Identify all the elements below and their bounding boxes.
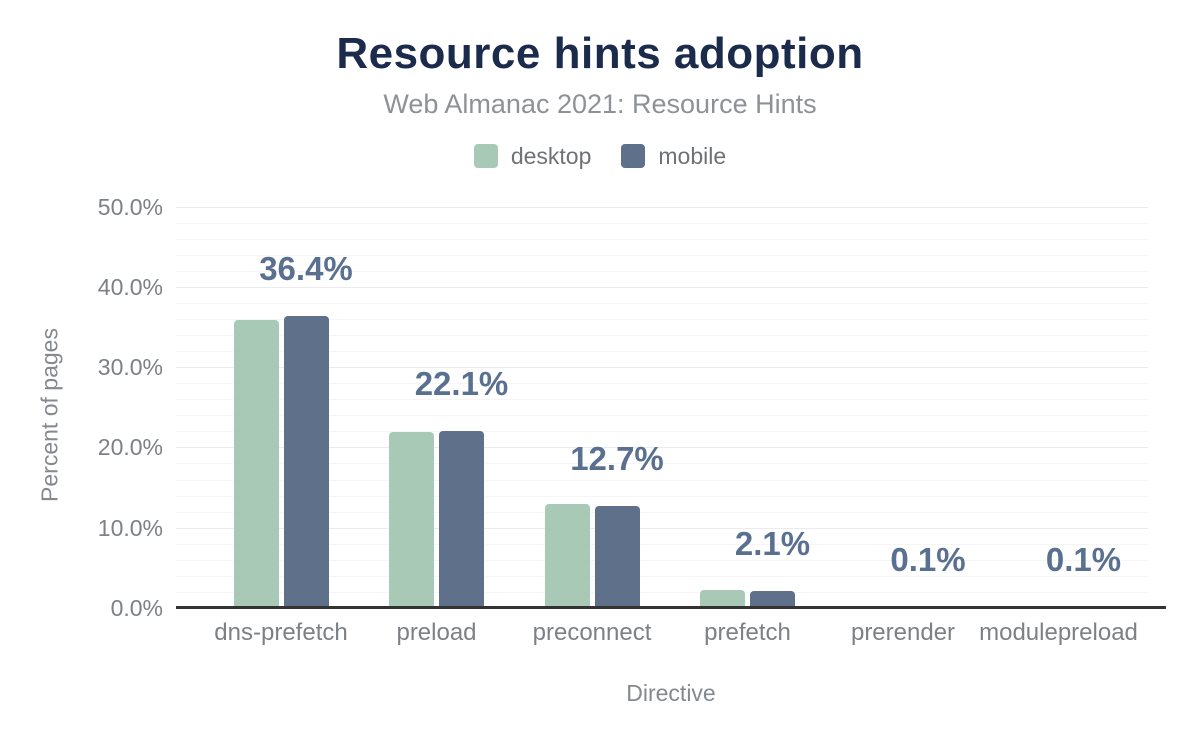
minor-gridline: [176, 591, 1148, 593]
minor-gridline: [176, 431, 1148, 433]
major-gridline: [176, 527, 1148, 529]
x-tick-label-preload: preload: [396, 619, 477, 646]
minor-gridline: [176, 318, 1148, 320]
minor-gridline: [176, 254, 1148, 256]
plot-area: 36.4% 22.1% 12.7% 2.1% 0.1% 0.1%: [176, 195, 1175, 609]
minor-gridline: [176, 383, 1148, 385]
bar-desktop-prefetch: [700, 589, 745, 608]
x-tick-label-modulepreload: modulepreload: [979, 619, 1138, 646]
legend-item-desktop: desktop: [473, 143, 592, 169]
y-tick-label: 40.0%: [97, 273, 163, 300]
minor-gridline: [176, 463, 1148, 465]
bar-mobile-preload: [439, 430, 484, 608]
major-gridline: [176, 367, 1148, 369]
major-gridline: [176, 206, 1148, 208]
value-label-prerender: 0.1%: [890, 541, 966, 579]
bar-desktop-preload: [389, 432, 434, 608]
y-tick-label: 30.0%: [97, 354, 163, 381]
legend-swatch-mobile: [621, 144, 646, 168]
legend-label: desktop: [510, 143, 592, 169]
x-axis-line: [176, 606, 1166, 609]
y-tick-label: 20.0%: [97, 434, 163, 461]
minor-gridline: [176, 559, 1148, 561]
major-gridline: [176, 447, 1148, 449]
minor-gridline: [176, 575, 1148, 577]
minor-gridline: [176, 415, 1148, 417]
value-label-prefetch: 2.1%: [734, 525, 811, 563]
minor-gridline: [176, 351, 1148, 353]
bar-desktop-dns-prefetch: [233, 319, 279, 608]
legend-item-mobile: mobile: [621, 143, 726, 169]
x-axis-title: Directive: [626, 680, 716, 706]
value-label-preconnect: 12.7%: [570, 440, 664, 478]
value-label-dns-prefetch: 36.4%: [259, 249, 353, 287]
bar-mobile-preconnect: [594, 506, 640, 608]
chart-subtitle: Web Almanac 2021: Resource Hints: [383, 89, 817, 119]
minor-gridline: [176, 334, 1148, 336]
y-tick-label: 50.0%: [97, 193, 163, 220]
minor-gridline: [176, 238, 1148, 240]
x-tick-label-prefetch: prefetch: [704, 619, 791, 646]
y-tick-label: 10.0%: [97, 514, 163, 541]
minor-gridline: [176, 302, 1148, 304]
bar-mobile-dns-prefetch: [283, 315, 329, 608]
minor-gridline: [176, 511, 1148, 513]
chart-title: Resource hints adoption: [336, 29, 864, 78]
x-tick-label-dns-prefetch: dns-prefetch: [214, 619, 348, 646]
minor-gridline: [176, 399, 1148, 401]
value-label-preload: 22.1%: [414, 364, 509, 402]
minor-gridline: [176, 543, 1148, 545]
minor-gridline: [176, 495, 1148, 497]
legend-label: mobile: [658, 143, 727, 169]
legend: desktop mobile: [0, 143, 1200, 169]
value-label-modulepreload: 0.1%: [1045, 541, 1122, 579]
bar-desktop-preconnect: [544, 504, 590, 608]
x-tick-label-preconnect: preconnect: [532, 619, 652, 646]
bar-mobile-prefetch: [750, 591, 795, 608]
x-tick-label-prerender: prerender: [850, 619, 956, 646]
major-gridline: [176, 286, 1148, 288]
legend-swatch-desktop: [473, 144, 498, 168]
y-tick-label: 0.0%: [110, 595, 163, 621]
minor-gridline: [176, 479, 1148, 481]
minor-gridline: [176, 222, 1148, 224]
minor-gridline: [176, 270, 1148, 272]
